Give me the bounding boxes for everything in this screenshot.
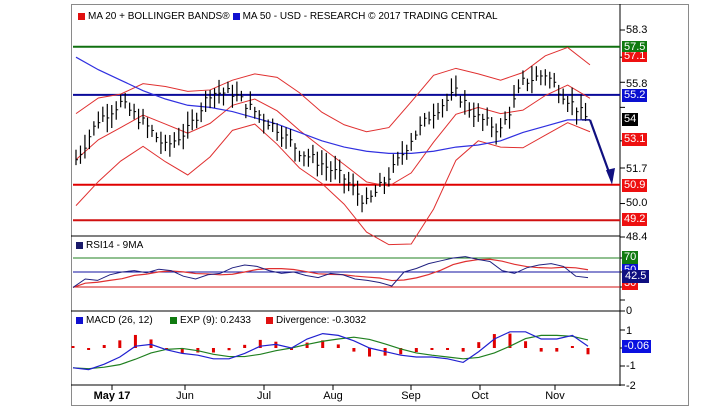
- level-tag-57-5: 57.5: [622, 41, 648, 54]
- divergence-swatch: [266, 317, 273, 324]
- pivot-tag: 55.2: [622, 89, 648, 102]
- y-tick: 58.3: [626, 24, 648, 36]
- exp-swatch: [170, 317, 177, 324]
- rsi-50-tag: 50: [622, 264, 639, 271]
- ma50-swatch: [232, 13, 240, 20]
- macd-panel-lines: [71, 331, 590, 371]
- x-label-nov: Nov: [545, 390, 565, 402]
- projection-arrow: [582, 119, 615, 185]
- macd-y-tick: 0: [626, 305, 633, 317]
- x-label-jul: Jul: [256, 390, 272, 402]
- y-tick: 51.7: [626, 163, 648, 175]
- macd-y-tick: -2: [626, 380, 636, 392]
- support-2-tag: 49.2: [622, 213, 648, 226]
- ma20-legend-label: MA 20 + BOLLINGER BANDS®: [88, 11, 230, 22]
- exp-legend: EXP (9): 0.2433: [170, 315, 251, 326]
- macd-swatch: [76, 317, 83, 324]
- x-label-aug: Aug: [323, 390, 343, 402]
- bollinger-lower-tag: 53.1: [622, 133, 648, 146]
- macd-legend: MACD (26, 12): [76, 315, 153, 326]
- chart-frame: [71, 4, 689, 406]
- y-tick: 55.8: [626, 78, 648, 90]
- rsi-30-tag: 30: [622, 280, 639, 290]
- macd-y-tick: -1: [626, 360, 636, 372]
- bollinger-upper-tag: 57.1: [622, 52, 648, 62]
- divergence-legend-label: Divergence: -0.3032: [276, 315, 367, 326]
- divergence-legend: Divergence: -0.3032: [266, 315, 366, 326]
- macd-legend-label: MACD (26, 12): [86, 315, 153, 326]
- macd-last-tag: -0.06: [622, 340, 652, 353]
- y-tick: 50.0: [626, 197, 648, 209]
- ohlc-bars: [75, 66, 588, 213]
- last-price-tag: 54: [622, 113, 639, 126]
- rsi-legend: RSI14 - 9MA: [76, 240, 143, 251]
- macd-y-tick: 1: [626, 325, 633, 337]
- support-resistance-levels: [73, 45, 620, 222]
- rsi-70-tag: 70: [622, 251, 639, 264]
- ma20-swatch: [78, 13, 85, 20]
- support-1-tag: 50.9: [622, 179, 648, 192]
- y-tick: 48.4: [626, 231, 648, 243]
- rsi-legend-label: RSI14 - 9MA: [86, 240, 144, 251]
- x-label-oct: Oct: [471, 390, 489, 402]
- ma50-line: [75, 56, 590, 154]
- rsi-last-tag: 42.5: [622, 270, 650, 283]
- rsi-swatch: [76, 242, 83, 249]
- x-label-jun: Jun: [176, 390, 194, 402]
- exp-legend-label: EXP (9): 0.2433: [180, 315, 251, 326]
- x-label-sep: Sep: [401, 390, 421, 402]
- rsi-panel-lines: [72, 256, 620, 288]
- price-legend: MA 20 + BOLLINGER BANDS® MA 50 - USD - R…: [78, 11, 498, 22]
- x-axis-ticks: [111, 385, 556, 390]
- bollinger-bands: [75, 46, 591, 246]
- y-axis-ticks: [620, 29, 625, 386]
- ma50-legend-label: MA 50 - USD - RESEARCH © 2017 TRADING CE…: [242, 11, 498, 22]
- x-label-may: May 17: [93, 390, 131, 402]
